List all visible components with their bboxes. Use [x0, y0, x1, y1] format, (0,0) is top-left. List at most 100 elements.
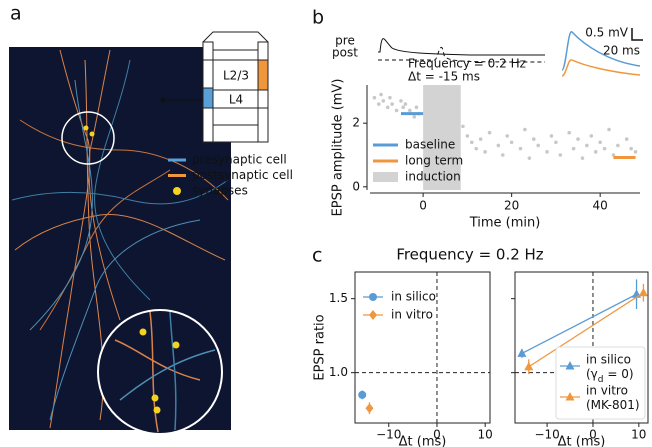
data-point	[559, 153, 563, 157]
data-point	[470, 140, 474, 144]
data-point	[607, 128, 611, 132]
data-point	[501, 153, 505, 157]
l23-face	[258, 60, 268, 90]
legend-marker	[373, 172, 398, 182]
x-axis-label: Δt (ms)	[558, 435, 606, 447]
x-tick-label: 20	[504, 199, 519, 213]
figure: L2/3 L4 a b c pre post Frequency = 0.2 H…	[0, 0, 652, 447]
x-tick-label: 40	[593, 199, 608, 213]
data-point	[395, 109, 399, 113]
legend-label: long term	[405, 154, 463, 168]
panel-label: c	[312, 245, 322, 267]
inset-label: Δt = -15 ms	[408, 70, 480, 84]
data-point	[594, 150, 598, 154]
column	[203, 32, 268, 142]
data-point	[461, 125, 465, 129]
marker	[524, 362, 533, 371]
legend-label: in vitro	[586, 384, 628, 398]
data-point	[386, 105, 390, 109]
data-point	[388, 96, 392, 100]
data-point	[567, 131, 571, 135]
marker	[365, 403, 373, 413]
data-point	[532, 137, 536, 141]
data-point	[625, 137, 629, 141]
chart-title: Frequency = 0.2 Hz	[396, 246, 543, 264]
x-tick-label: 10	[631, 428, 646, 442]
legend-label: presynaptic cell	[192, 153, 287, 167]
x-tick-label: 10	[478, 428, 493, 442]
synapse	[90, 132, 95, 137]
y-axis-label: EPSP ratio	[313, 314, 328, 380]
connector-dot	[161, 98, 166, 103]
data-point	[634, 150, 638, 154]
data-point	[629, 147, 633, 151]
data-point	[536, 144, 540, 148]
synapse	[152, 395, 159, 402]
data-point	[377, 102, 381, 106]
data-point	[497, 144, 501, 148]
data-point	[554, 140, 558, 144]
data-point	[373, 96, 377, 100]
x-tick-label: −10	[534, 428, 559, 442]
y-tick-label: 1.5	[329, 291, 348, 305]
fit-line	[522, 294, 637, 353]
pre-trace	[378, 39, 545, 55]
x-axis-label: Time (min)	[469, 216, 541, 231]
y-axis-label: EPSP amplitude (mV)	[331, 79, 346, 217]
data-point	[379, 93, 383, 97]
data-point	[519, 147, 523, 151]
panel-label: b	[312, 7, 324, 29]
data-point	[399, 99, 403, 103]
data-point	[603, 147, 607, 151]
data-point	[505, 134, 509, 138]
data-point	[401, 105, 405, 109]
y-tick-label: 1.0	[329, 365, 348, 379]
synapse	[154, 407, 161, 414]
data-point	[572, 147, 576, 151]
legend-label: synapses	[192, 184, 248, 198]
x-axis-label: Δt (ms)	[399, 435, 447, 447]
column-right	[258, 42, 268, 142]
x-tick-label: 0	[419, 199, 427, 213]
data-point	[590, 134, 594, 138]
marker	[358, 391, 366, 399]
y-tick-label: 0	[352, 179, 360, 193]
data-point	[576, 137, 580, 141]
data-point	[483, 150, 487, 154]
layer-label: L4	[229, 93, 243, 107]
data-point	[545, 150, 549, 154]
legend-detail-part: = 0)	[604, 367, 634, 381]
synapse	[140, 329, 147, 336]
legend-detail-part: (γ	[586, 367, 598, 381]
x-tick-label: −10	[376, 428, 401, 442]
data-point	[510, 140, 514, 144]
data-point	[488, 131, 492, 135]
marker	[517, 348, 526, 357]
data-point	[408, 109, 412, 113]
data-point	[390, 102, 394, 106]
legend-detail-part: (MK-801)	[586, 398, 640, 412]
layer-label: L2/3	[223, 69, 249, 83]
scale-label: 20 ms	[603, 44, 640, 58]
data-point	[528, 156, 532, 160]
synapse	[84, 126, 89, 131]
epsp-longterm-trace	[562, 60, 640, 76]
legend-label: in vitro	[391, 308, 433, 322]
data-point	[474, 147, 478, 151]
y-tick-label: 2	[352, 116, 360, 130]
data-point	[616, 144, 620, 148]
data-point	[381, 99, 385, 103]
data-point	[466, 134, 470, 138]
legend-detail: (MK-801)	[586, 398, 640, 412]
data-point	[404, 102, 408, 106]
panel-label: a	[10, 3, 22, 25]
legend-marker	[173, 187, 181, 195]
scale-bar	[632, 28, 643, 40]
inset-label: Frequency = 0.2 Hz	[408, 57, 526, 71]
legend-label: in silico	[586, 353, 631, 367]
data-point	[412, 115, 416, 119]
legend-label: baseline	[405, 138, 455, 152]
l4-face	[203, 88, 213, 108]
legend-label: induction	[405, 170, 461, 184]
legend-marker	[369, 293, 377, 301]
